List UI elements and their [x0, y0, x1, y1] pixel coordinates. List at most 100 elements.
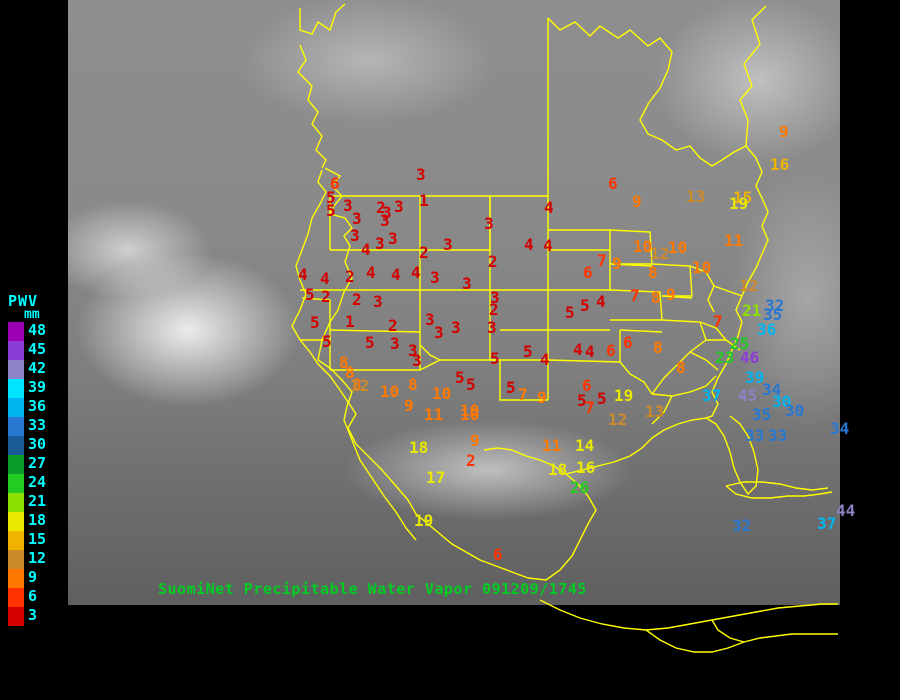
pwv-station-value: 35	[763, 305, 783, 324]
pwv-station-value: 4	[298, 265, 308, 284]
pwv-station-value: 12	[350, 376, 370, 395]
pwv-station-value: 5	[580, 296, 590, 315]
pwv-station-value: 10	[668, 238, 688, 257]
colorbar-tick-label: 3	[28, 606, 38, 624]
colorbar-tick-label: 36	[28, 397, 47, 415]
pwv-station-value: 23	[715, 348, 735, 367]
pwv-station-value: 4	[544, 198, 554, 217]
pwv-station-value: 3	[373, 292, 383, 311]
pwv-station-value: 8	[653, 338, 663, 357]
pwv-station-value: 45	[738, 386, 758, 405]
pwv-station-value: 18	[548, 460, 568, 479]
colorbar-tick-label: 33	[28, 416, 47, 434]
pwv-station-value: 7	[597, 251, 607, 270]
colorbar-title: PWV	[8, 292, 39, 310]
pwv-station-value: 10	[633, 237, 653, 256]
pwv-station-value: 46	[740, 348, 760, 367]
pwv-station-value: 4	[540, 350, 550, 369]
pwv-station-value: 12	[650, 244, 670, 263]
pwv-station-value: 7	[518, 385, 528, 404]
pwv-station-value: 10	[380, 382, 400, 401]
colorbar-tick-label: 30	[28, 435, 47, 453]
pwv-station-value: 6	[606, 341, 616, 360]
pwv-station-value: 9	[404, 396, 414, 415]
pwv-station-value: 1	[345, 312, 355, 331]
pwv-station-value: 10	[432, 384, 452, 403]
pwv-station-value: 16	[576, 458, 596, 477]
pwv-station-value: 2	[321, 287, 331, 306]
pwv-station-value: 10	[692, 258, 712, 277]
right-black-margin	[840, 0, 900, 700]
colorbar-tick-label: 9	[28, 568, 38, 586]
satellite-lower-black-area	[68, 605, 840, 700]
pwv-station-value: 5	[523, 342, 533, 361]
pwv-station-value: 11	[724, 231, 744, 250]
colorbar-scale: 48 45 42 39 36 33 30 27 24 21 18 15 12 9 6 3	[8, 321, 46, 626]
pwv-station-value: 5	[506, 378, 516, 397]
colorbar-cell: 30	[8, 435, 46, 455]
pwv-station-value: 19	[729, 194, 749, 213]
pwv-station-value: 3	[434, 323, 444, 342]
pwv-station-value: 4	[573, 340, 583, 359]
colorbar-cell: 9	[8, 568, 37, 588]
pwv-station-value: 17	[426, 468, 446, 487]
pwv-station-value: 34	[830, 419, 850, 438]
pwv-station-value: 39	[745, 368, 765, 387]
pwv-station-value: 5	[326, 188, 336, 207]
pwv-station-value: 19	[614, 386, 634, 405]
pwv-station-value: 37	[702, 386, 722, 405]
pwv-station-value: 3	[425, 310, 435, 329]
pwv-station-value: 6	[608, 174, 618, 193]
pwv-station-value: 5	[455, 368, 465, 387]
pwv-station-value: 8	[651, 288, 661, 307]
upper-left-black-margin	[0, 0, 68, 290]
colorbar-cell: 48	[8, 321, 46, 341]
pwv-station-value: 44	[836, 501, 856, 520]
pwv-station-value: 3	[416, 165, 426, 184]
pwv-station-value: 4	[361, 240, 371, 259]
pwv-station-value: 5	[310, 313, 320, 332]
colorbar-tick-label: 48	[28, 321, 47, 339]
colorbar-cell: 27	[8, 454, 46, 474]
pwv-station-value: 3	[382, 203, 392, 222]
pwv-station-value: 3	[451, 318, 461, 337]
pwv-station-value: 11	[424, 405, 444, 424]
pwv-station-value: 3	[388, 229, 398, 248]
pwv-station-value: 14	[575, 436, 595, 455]
pwv-station-value: 4	[366, 263, 376, 282]
colorbar-tick-label: 15	[28, 530, 47, 548]
pwv-station-value: 36	[757, 320, 777, 339]
pwv-station-value: 25	[730, 334, 750, 353]
pwv-station-value: 2	[352, 290, 362, 309]
pwv-station-value: 32	[732, 516, 752, 535]
pwv-station-value: 3	[352, 209, 362, 228]
pwv-station-value: 3	[490, 288, 500, 307]
colorbar-cell: 33	[8, 416, 46, 436]
colorbar-tick-label: 39	[28, 378, 47, 396]
colorbar-tick-label: 27	[28, 454, 47, 472]
pwv-station-value: 18	[409, 438, 429, 457]
pwv-station-value: 3	[443, 235, 453, 254]
pwv-station-value: 15	[733, 188, 753, 207]
colorbar-cell: 42	[8, 359, 46, 379]
pwv-station-value: 35	[752, 405, 772, 424]
pwv-station-value: 6	[330, 174, 340, 193]
pwv-station-value: 3	[484, 214, 494, 233]
pwv-station-value: 6	[582, 376, 592, 395]
pwv-station-value: 9	[470, 431, 480, 450]
pwv-station-value: 30	[772, 392, 792, 411]
pwv-station-value: 5	[577, 391, 587, 410]
pwv-station-value: 4	[585, 342, 595, 361]
pwv-station-value: 7	[630, 286, 640, 305]
pwv-station-value: 3	[487, 318, 497, 337]
pwv-station-value: 3	[380, 211, 390, 230]
pwv-station-value: 4	[411, 263, 421, 282]
colorbar-cell: 12	[8, 549, 46, 569]
colorbar-tick-label: 18	[28, 511, 47, 529]
pwv-station-value: 9	[612, 254, 622, 273]
pwv-station-value: 5	[305, 285, 315, 304]
pwv-station-value: 26	[570, 478, 590, 497]
pwv-station-value: 2	[345, 267, 355, 286]
pwv-station-value: 4	[524, 235, 534, 254]
pwv-station-value: 4	[391, 265, 401, 284]
